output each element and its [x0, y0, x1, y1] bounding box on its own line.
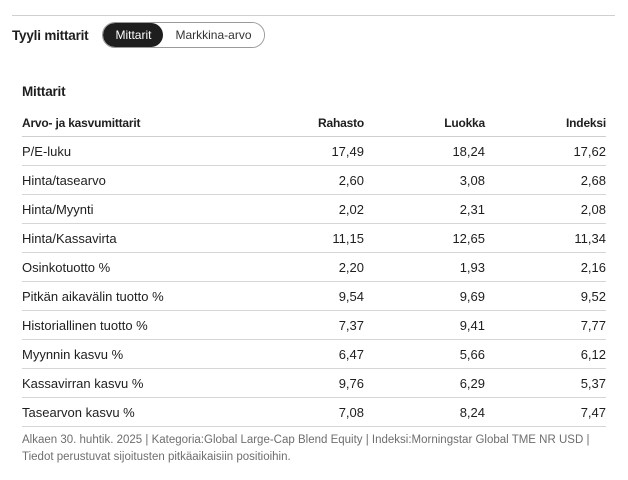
column-header-category: Luokka	[364, 110, 485, 137]
index-value-cell: 9,52	[485, 281, 606, 311]
index-value-cell: 11,34	[485, 223, 606, 253]
metric-name-cell: P/E-luku	[22, 136, 272, 166]
table-row: Hinta/tasearvo 2,60 3,08 2,68	[22, 165, 606, 195]
category-value-cell: 6,29	[364, 368, 485, 398]
table-row: Tasearvon kasvu % 7,08 8,24 7,47	[22, 397, 606, 427]
category-value-cell: 18,24	[364, 136, 485, 166]
metric-name-cell: Hinta/tasearvo	[22, 165, 272, 195]
metric-name-cell: Hinta/Kassavirta	[22, 223, 272, 253]
category-value-cell: 3,08	[364, 165, 485, 195]
column-header-fund: Rahasto	[272, 110, 364, 137]
index-value-cell: 2,68	[485, 165, 606, 195]
index-value-cell: 6,12	[485, 339, 606, 369]
fund-value-cell: 11,15	[272, 223, 364, 253]
table-row: Kassavirran kasvu % 9,76 6,29 5,37	[22, 368, 606, 398]
category-value-cell: 8,24	[364, 397, 485, 427]
fund-value-cell: 2,02	[272, 194, 364, 224]
table-row: Historiallinen tuotto % 7,37 9,41 7,77	[22, 310, 606, 340]
style-selector-bar: Tyyli mittarit Mittarit Markkina-arvo	[12, 22, 265, 48]
column-header-index: Indeksi	[485, 110, 606, 137]
table-row: Hinta/Kassavirta 11,15 12,65 11,34	[22, 223, 606, 253]
style-toggle-group: Mittarit Markkina-arvo	[102, 22, 265, 48]
category-value-cell: 1,93	[364, 252, 485, 282]
category-value-cell: 5,66	[364, 339, 485, 369]
index-value-cell: 7,77	[485, 310, 606, 340]
index-value-cell: 2,08	[485, 194, 606, 224]
fund-value-cell: 2,20	[272, 252, 364, 282]
metric-name-cell: Kassavirran kasvu %	[22, 368, 272, 398]
fund-value-cell: 6,47	[272, 339, 364, 369]
top-divider	[12, 15, 615, 16]
footnote-line: Tiedot perustuvat sijoitusten pitkäaikai…	[22, 451, 291, 463]
fund-value-cell: 7,37	[272, 310, 364, 340]
fund-value-cell: 9,54	[272, 281, 364, 311]
category-value-cell: 9,41	[364, 310, 485, 340]
table-header-row: Arvo- ja kasvumittarit Rahasto Luokka In…	[22, 110, 606, 137]
fund-value-cell: 9,76	[272, 368, 364, 398]
table-row: Hinta/Myynti 2,02 2,31 2,08	[22, 194, 606, 224]
metric-name-cell: Myynnin kasvu %	[22, 339, 272, 369]
footnote-line: Alkaen 30. huhtik. 2025 | Kategoria:Glob…	[22, 434, 590, 446]
table-row: Osinkotuotto % 2,20 1,93 2,16	[22, 252, 606, 282]
category-value-cell: 2,31	[364, 194, 485, 224]
index-value-cell: 5,37	[485, 368, 606, 398]
section-title: Mittarit	[22, 84, 66, 99]
metric-name-cell: Historiallinen tuotto %	[22, 310, 272, 340]
column-header-metric: Arvo- ja kasvumittarit	[22, 110, 272, 137]
index-value-cell: 17,62	[485, 136, 606, 166]
toggle-market-cap-button[interactable]: Markkina-arvo	[163, 23, 264, 47]
metric-name-cell: Osinkotuotto %	[22, 252, 272, 282]
fund-value-cell: 17,49	[272, 136, 364, 166]
footnote: Alkaen 30. huhtik. 2025 | Kategoria:Glob…	[22, 432, 606, 466]
style-selector-label: Tyyli mittarit	[12, 27, 89, 43]
fund-value-cell: 2,60	[272, 165, 364, 195]
category-value-cell: 12,65	[364, 223, 485, 253]
index-value-cell: 7,47	[485, 397, 606, 427]
table-row: Pitkän aikavälin tuotto % 9,54 9,69 9,52	[22, 281, 606, 311]
metric-name-cell: Pitkän aikavälin tuotto %	[22, 281, 272, 311]
index-value-cell: 2,16	[485, 252, 606, 282]
metrics-table: Arvo- ja kasvumittarit Rahasto Luokka In…	[22, 110, 606, 427]
toggle-metrics-button[interactable]: Mittarit	[103, 23, 164, 47]
fund-value-cell: 7,08	[272, 397, 364, 427]
metric-name-cell: Hinta/Myynti	[22, 194, 272, 224]
table-row: P/E-luku 17,49 18,24 17,62	[22, 136, 606, 166]
table-row: Myynnin kasvu % 6,47 5,66 6,12	[22, 339, 606, 369]
metric-name-cell: Tasearvon kasvu %	[22, 397, 272, 427]
category-value-cell: 9,69	[364, 281, 485, 311]
